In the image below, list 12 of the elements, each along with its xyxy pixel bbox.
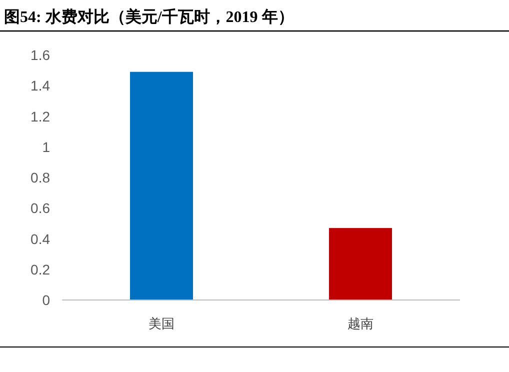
y-tick-label: 1.4	[30, 78, 50, 94]
y-tick-label: 1.2	[30, 108, 50, 124]
y-tick-label: 0	[42, 292, 50, 308]
x-tick-label: 越南	[348, 316, 374, 331]
y-tick-label: 1.6	[30, 47, 50, 63]
y-tick-label: 0.8	[30, 170, 50, 186]
y-tick-label: 0.2	[30, 261, 50, 278]
y-tick-label: 0.6	[30, 200, 50, 216]
y-tick-label: 0.4	[30, 230, 50, 247]
chart-title: 图54: 水费对比（美元/千瓦时，2019 年）	[4, 7, 294, 26]
y-tick-label: 1	[42, 138, 50, 155]
x-tick-label: 美国	[148, 316, 174, 331]
